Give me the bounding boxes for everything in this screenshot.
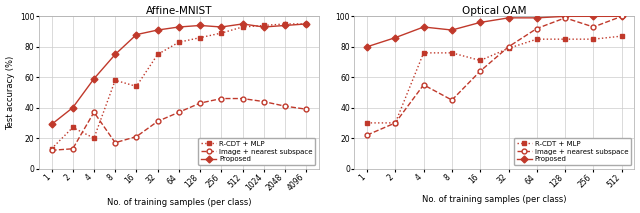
R-CDT + MLP: [175, 41, 182, 43]
Image + nearest subspace: [533, 27, 541, 30]
Proposed: [302, 23, 310, 25]
Line: Proposed: Proposed: [49, 22, 308, 127]
Y-axis label: Test accuracy (%): Test accuracy (%): [6, 55, 15, 130]
R-CDT + MLP: [132, 85, 140, 88]
Title: Optical OAM: Optical OAM: [462, 6, 527, 16]
Line: R-CDT + MLP: R-CDT + MLP: [365, 34, 624, 125]
Image + nearest subspace: [132, 135, 140, 138]
R-CDT + MLP: [90, 137, 98, 139]
R-CDT + MLP: [476, 59, 484, 62]
R-CDT + MLP: [69, 126, 77, 129]
Proposed: [175, 26, 182, 28]
R-CDT + MLP: [561, 38, 569, 40]
R-CDT + MLP: [363, 122, 371, 124]
Proposed: [260, 26, 268, 28]
Image + nearest subspace: [420, 83, 428, 86]
Proposed: [392, 36, 399, 39]
Proposed: [132, 33, 140, 36]
Proposed: [618, 15, 625, 18]
R-CDT + MLP: [505, 47, 513, 50]
Line: Proposed: Proposed: [365, 14, 624, 49]
Image + nearest subspace: [218, 97, 225, 100]
Legend: R-CDT + MLP, Image + nearest subspace, Proposed: R-CDT + MLP, Image + nearest subspace, P…: [514, 138, 631, 165]
Proposed: [476, 21, 484, 24]
R-CDT + MLP: [302, 23, 310, 25]
R-CDT + MLP: [260, 24, 268, 27]
Title: Affine-MNIST: Affine-MNIST: [146, 6, 212, 16]
Proposed: [218, 26, 225, 28]
Proposed: [589, 15, 597, 18]
Image + nearest subspace: [90, 111, 98, 114]
R-CDT + MLP: [154, 53, 161, 56]
Legend: R-CDT + MLP, Image + nearest subspace, Proposed: R-CDT + MLP, Image + nearest subspace, P…: [198, 138, 316, 165]
Proposed: [111, 53, 119, 56]
X-axis label: No. of training samples (per class): No. of training samples (per class): [107, 199, 251, 207]
Image + nearest subspace: [618, 15, 625, 18]
Proposed: [281, 24, 289, 27]
X-axis label: No. of training samples (per class): No. of training samples (per class): [422, 195, 566, 204]
Image + nearest subspace: [448, 99, 456, 101]
Image + nearest subspace: [239, 97, 246, 100]
Image + nearest subspace: [589, 26, 597, 28]
Proposed: [47, 123, 55, 126]
R-CDT + MLP: [448, 52, 456, 54]
Proposed: [448, 29, 456, 31]
R-CDT + MLP: [239, 26, 246, 28]
Proposed: [533, 17, 541, 19]
R-CDT + MLP: [533, 38, 541, 40]
Proposed: [561, 15, 569, 18]
Image + nearest subspace: [260, 100, 268, 103]
Image + nearest subspace: [154, 120, 161, 123]
R-CDT + MLP: [618, 35, 625, 37]
Line: R-CDT + MLP: R-CDT + MLP: [49, 22, 308, 151]
Proposed: [90, 78, 98, 80]
Line: Image + nearest subspace: Image + nearest subspace: [49, 96, 308, 153]
Proposed: [154, 29, 161, 31]
R-CDT + MLP: [589, 38, 597, 40]
Image + nearest subspace: [505, 46, 513, 48]
Proposed: [363, 46, 371, 48]
Image + nearest subspace: [363, 134, 371, 136]
Image + nearest subspace: [561, 17, 569, 19]
Image + nearest subspace: [175, 111, 182, 114]
Image + nearest subspace: [302, 108, 310, 111]
Proposed: [196, 24, 204, 27]
Line: Image + nearest subspace: Image + nearest subspace: [365, 14, 624, 138]
Image + nearest subspace: [196, 102, 204, 104]
R-CDT + MLP: [218, 32, 225, 34]
Proposed: [69, 106, 77, 109]
Image + nearest subspace: [47, 149, 55, 152]
Proposed: [505, 17, 513, 19]
R-CDT + MLP: [392, 122, 399, 124]
R-CDT + MLP: [281, 23, 289, 25]
Image + nearest subspace: [111, 141, 119, 144]
R-CDT + MLP: [47, 147, 55, 150]
Image + nearest subspace: [281, 105, 289, 107]
Image + nearest subspace: [476, 70, 484, 72]
Image + nearest subspace: [392, 122, 399, 124]
Image + nearest subspace: [69, 147, 77, 150]
R-CDT + MLP: [420, 52, 428, 54]
Proposed: [420, 26, 428, 28]
R-CDT + MLP: [111, 79, 119, 82]
Proposed: [239, 23, 246, 25]
R-CDT + MLP: [196, 36, 204, 39]
